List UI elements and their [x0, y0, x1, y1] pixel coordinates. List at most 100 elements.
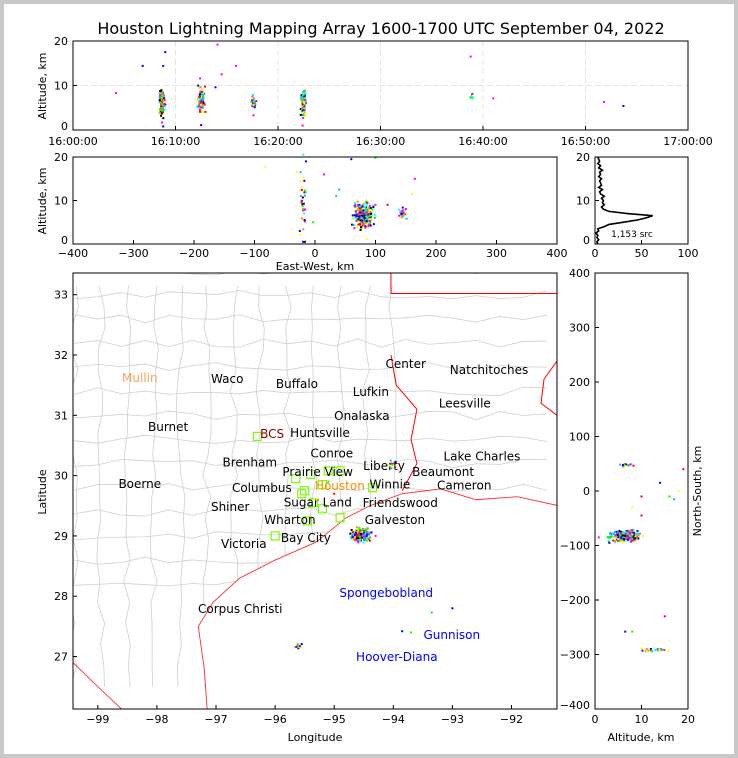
source-point [220, 73, 223, 76]
lma-station-marker [323, 466, 333, 476]
source-point [356, 225, 359, 228]
source-point [627, 533, 630, 536]
county-line [74, 458, 547, 469]
source-point [633, 537, 636, 540]
source-point [362, 532, 365, 535]
source-point [303, 104, 306, 107]
source-point [163, 96, 166, 99]
source-point [353, 214, 356, 217]
source-point [350, 158, 353, 161]
source-point [302, 202, 305, 205]
source-point [625, 464, 628, 467]
source-point [617, 538, 620, 541]
source-point [304, 92, 307, 95]
source-point [303, 95, 306, 98]
source-point [641, 649, 644, 652]
source-point [300, 642, 303, 645]
county-line [74, 362, 547, 371]
source-point [363, 218, 366, 221]
source-point [251, 94, 254, 97]
source-point [367, 207, 370, 210]
source-point [365, 237, 368, 240]
y-axis-label: Latitude [36, 469, 49, 515]
source-point [361, 534, 364, 537]
source-point [300, 96, 303, 99]
source-point [608, 541, 611, 544]
source-point [160, 92, 163, 95]
source-point [621, 532, 624, 535]
source-point [327, 480, 330, 483]
x-tick-label: −92 [500, 713, 523, 726]
source-point [622, 537, 625, 540]
source-point [301, 108, 304, 111]
source-point [618, 534, 621, 537]
source-point [358, 218, 361, 221]
source-point [365, 217, 368, 220]
source-point [197, 97, 200, 100]
source-point [196, 100, 199, 103]
source-point [606, 536, 609, 539]
place-label-onalaska: Onalaska [334, 409, 389, 423]
source-point [351, 534, 354, 537]
source-point [361, 536, 364, 539]
source-point [358, 203, 361, 206]
source-point [202, 111, 205, 114]
source-point [300, 188, 303, 191]
source-point [645, 649, 648, 652]
source-point [363, 205, 366, 208]
source-point [359, 540, 362, 543]
altitude-histogram-line [594, 156, 653, 245]
source-point [161, 94, 164, 97]
x-axis-label: Altitude, km [607, 731, 674, 744]
source-point [353, 205, 356, 208]
source-point [159, 92, 162, 95]
source-point [372, 223, 375, 226]
source-point [622, 104, 625, 107]
source-point [304, 100, 307, 103]
source-point [619, 530, 622, 533]
place-label-buffalo: Buffalo [276, 377, 318, 391]
source-point [301, 100, 304, 103]
source-point [471, 97, 474, 100]
source-point [360, 207, 363, 210]
source-point [162, 108, 165, 111]
source-point [616, 530, 619, 533]
source-point [356, 540, 359, 543]
source-point [300, 200, 303, 203]
source-point [359, 226, 362, 229]
source-point [162, 95, 165, 98]
source-point [410, 192, 413, 195]
source-point [661, 648, 664, 651]
source-point [403, 211, 406, 214]
source-point [357, 539, 360, 542]
source-point [413, 177, 416, 180]
source-point [430, 611, 433, 614]
source-point [627, 464, 630, 467]
source-point [302, 93, 305, 96]
source-point [301, 196, 304, 199]
source-point [161, 95, 164, 98]
source-point [631, 506, 634, 509]
source-point [367, 225, 370, 228]
source-point [355, 531, 358, 534]
source-point [619, 463, 622, 466]
place-label-wharton: Wharton [264, 513, 315, 527]
source-point [625, 534, 628, 537]
source-point [624, 535, 627, 538]
source-point [368, 533, 371, 536]
source-point [627, 530, 630, 533]
y-tick-label: 0 [61, 120, 68, 133]
source-point [199, 77, 202, 80]
y-tick-label: 0 [583, 234, 590, 247]
source-point [401, 206, 404, 209]
source-point [252, 114, 255, 117]
source-point [158, 99, 161, 102]
place-label-conroe: Conroe [310, 446, 353, 460]
source-point [635, 535, 638, 538]
source-point [367, 222, 370, 225]
source-point [163, 102, 166, 105]
county-line [175, 285, 186, 687]
source-point [204, 110, 207, 113]
place-label-leesville: Leesville [439, 396, 491, 410]
source-point [366, 533, 369, 536]
